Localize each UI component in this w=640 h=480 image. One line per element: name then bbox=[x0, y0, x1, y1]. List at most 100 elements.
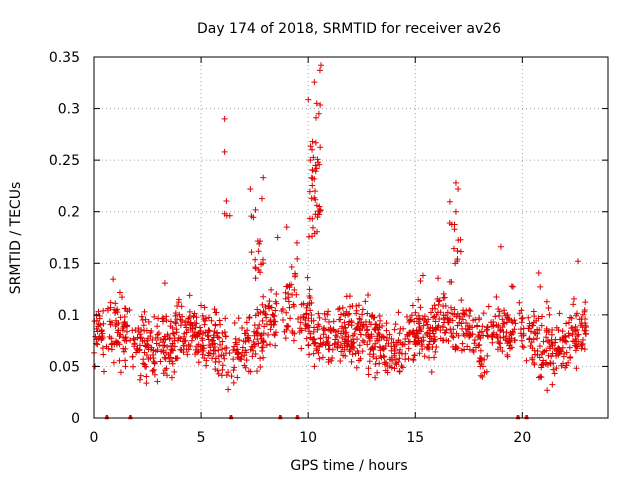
data-point bbox=[419, 272, 426, 279]
peak-point bbox=[316, 67, 323, 74]
data-point bbox=[321, 325, 328, 332]
data-point bbox=[372, 361, 379, 368]
data-point bbox=[353, 364, 360, 371]
data-point bbox=[391, 352, 398, 359]
data-point bbox=[537, 373, 544, 380]
data-point bbox=[273, 300, 280, 307]
data-point bbox=[451, 306, 458, 313]
spike-point bbox=[257, 269, 264, 276]
data-point bbox=[239, 325, 246, 332]
data-point bbox=[219, 330, 226, 337]
spike-point bbox=[309, 224, 316, 231]
data-point bbox=[335, 306, 342, 313]
data-point bbox=[191, 310, 198, 317]
data-point bbox=[337, 330, 344, 337]
data-point bbox=[311, 324, 318, 331]
data-point bbox=[315, 310, 322, 317]
data-point bbox=[117, 314, 124, 321]
data-point bbox=[113, 307, 120, 314]
peak-point bbox=[452, 179, 459, 186]
data-point bbox=[181, 337, 188, 344]
data-point bbox=[427, 324, 434, 331]
data-point bbox=[259, 317, 266, 324]
data-point bbox=[205, 333, 212, 340]
spike-point bbox=[311, 175, 318, 182]
data-point bbox=[122, 357, 129, 364]
data-point bbox=[538, 364, 545, 371]
data-point bbox=[209, 338, 216, 345]
data-point bbox=[107, 304, 114, 311]
data-point bbox=[273, 291, 280, 298]
data-point bbox=[447, 326, 454, 333]
data-point bbox=[538, 322, 545, 329]
data-point bbox=[137, 342, 144, 349]
data-point bbox=[126, 306, 133, 313]
data-point bbox=[286, 304, 293, 311]
data-point bbox=[581, 308, 588, 315]
data-point bbox=[520, 330, 527, 337]
spike-point bbox=[311, 188, 318, 195]
data-point bbox=[169, 346, 176, 353]
data-point bbox=[120, 348, 127, 355]
data-point bbox=[93, 317, 100, 324]
data-point bbox=[553, 324, 560, 331]
data-point bbox=[577, 322, 584, 329]
data-point bbox=[306, 351, 313, 358]
peak-point bbox=[309, 138, 316, 145]
data-point bbox=[254, 368, 261, 375]
data-point bbox=[417, 326, 424, 333]
data-point bbox=[570, 301, 577, 308]
data-point bbox=[436, 297, 443, 304]
data-point bbox=[578, 316, 585, 323]
data-point bbox=[516, 299, 523, 306]
data-point bbox=[543, 334, 550, 341]
data-point bbox=[516, 310, 523, 317]
data-point bbox=[241, 330, 248, 337]
data-point bbox=[201, 304, 208, 311]
data-point bbox=[484, 352, 491, 359]
data-point bbox=[272, 318, 279, 325]
data-point bbox=[230, 356, 237, 363]
data-point bbox=[186, 292, 193, 299]
data-point bbox=[548, 353, 555, 360]
data-point bbox=[230, 379, 237, 386]
data-point bbox=[319, 341, 326, 348]
data-point bbox=[285, 294, 292, 301]
data-point bbox=[122, 363, 129, 370]
data-point bbox=[121, 313, 128, 320]
data-point bbox=[111, 341, 118, 348]
data-point bbox=[233, 341, 240, 348]
spike-point bbox=[317, 102, 324, 109]
data-point bbox=[519, 343, 526, 350]
data-point bbox=[187, 343, 194, 350]
data-point bbox=[156, 342, 163, 349]
data-point bbox=[489, 339, 496, 346]
data-point bbox=[478, 360, 485, 367]
data-point bbox=[332, 328, 339, 335]
data-point bbox=[303, 322, 310, 329]
data-point bbox=[307, 295, 314, 302]
data-point bbox=[107, 321, 114, 328]
data-point bbox=[420, 322, 427, 329]
data-point bbox=[270, 312, 277, 319]
data-point bbox=[548, 339, 555, 346]
data-point bbox=[334, 344, 341, 351]
data-point bbox=[573, 365, 580, 372]
data-point bbox=[562, 364, 569, 371]
data-point bbox=[405, 338, 412, 345]
data-point bbox=[315, 342, 322, 349]
data-point bbox=[177, 322, 184, 329]
data-point bbox=[114, 329, 121, 336]
data-point bbox=[259, 301, 266, 308]
data-point bbox=[517, 330, 524, 337]
data-point bbox=[348, 341, 355, 348]
data-point bbox=[501, 307, 508, 314]
data-point bbox=[574, 332, 581, 339]
data-point bbox=[329, 354, 336, 361]
data-point bbox=[373, 321, 380, 328]
data-point bbox=[184, 351, 191, 358]
data-point bbox=[181, 342, 188, 349]
data-point bbox=[141, 308, 148, 315]
data-point bbox=[566, 344, 573, 351]
data-point bbox=[414, 340, 421, 347]
